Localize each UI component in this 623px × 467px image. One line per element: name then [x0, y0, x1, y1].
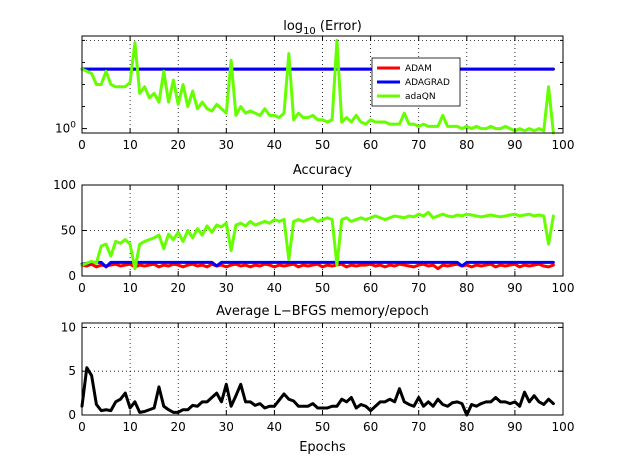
x-tick-label: 90: [507, 420, 522, 434]
memory-panel: 0 10 20 30 40 50 60 70 80 90 100 0 5 10 Average L−BFGS…: [61, 304, 575, 455]
x-tick-label: 80: [459, 420, 474, 434]
x-tick-label: 70: [411, 420, 426, 434]
legend-entry-adagrad: ADAGRAD: [405, 78, 450, 88]
x-tick-label: 40: [267, 281, 282, 295]
x-tick-label: 20: [171, 138, 186, 152]
y-tick-label: 100: [55, 121, 76, 136]
series-group: [80, 210, 555, 271]
legend-entry-adam: ADAM: [405, 64, 432, 74]
chart-title: log10 (Error): [283, 19, 362, 37]
y-tick-label: 100: [53, 178, 76, 192]
x-tick-label: 50: [315, 281, 330, 295]
series-line-adaqn: [80, 210, 555, 271]
x-tick-label: 60: [363, 138, 378, 152]
x-tick-label: 30: [219, 138, 234, 152]
x-tick-label: 100: [552, 138, 575, 152]
legend-entry-adaqn: adaQN: [405, 92, 436, 102]
series-line-memory: [80, 366, 555, 417]
chart-title: Average L−BFGS memory/epoch: [216, 304, 429, 319]
chart-title-base: log: [283, 19, 303, 34]
y-tick-label: 50: [61, 224, 76, 238]
y-tick-label: 10: [61, 320, 76, 334]
accuracy-panel: 0 10 20 30 40 50 60 70 80 90 100 0 50 100 Accuracy: [53, 163, 574, 295]
x-tick-label: 0: [78, 420, 86, 434]
chart-title-rest: (Error): [316, 19, 362, 34]
x-tick-label: 40: [267, 420, 282, 434]
y-tick-label: 0: [68, 408, 76, 422]
x-tick-label: 30: [219, 420, 234, 434]
series-group: [80, 38, 555, 135]
legend: ADAM ADAGRAD adaQN: [371, 57, 461, 107]
series-line-adam: [80, 262, 555, 271]
x-tick-label: 100: [552, 281, 575, 295]
x-tick-label: 10: [122, 420, 137, 434]
x-axis-label: Epochs: [299, 440, 346, 455]
x-tick-label: 30: [219, 281, 234, 295]
series-group: [80, 366, 555, 417]
x-tick-label: 20: [171, 281, 186, 295]
x-tick-label: 60: [363, 281, 378, 295]
chart-title: Accuracy: [293, 163, 353, 178]
x-tick-label: 80: [459, 138, 474, 152]
x-tick-label: 10: [122, 138, 137, 152]
x-tick-label: 50: [315, 420, 330, 434]
x-tick-label: 100: [552, 420, 575, 434]
x-tick-label: 70: [411, 138, 426, 152]
y-tick-label-base: 10: [55, 122, 70, 136]
y-tick-label: 0: [68, 269, 76, 283]
y-tick-label: 5: [68, 364, 76, 378]
chart-title-subscript: 10: [303, 26, 316, 37]
x-tick-label: 0: [78, 281, 86, 295]
x-tick-label: 70: [411, 281, 426, 295]
x-tick-label: 60: [363, 420, 378, 434]
x-tick-label: 0: [78, 138, 86, 152]
x-tick-label: 90: [507, 281, 522, 295]
x-tick-label: 20: [171, 420, 186, 434]
y-tick-label-exponent: 0: [70, 121, 76, 131]
x-tick-label: 10: [122, 281, 137, 295]
x-tick-label: 80: [459, 281, 474, 295]
x-tick-label: 90: [507, 138, 522, 152]
x-tick-label: 50: [315, 138, 330, 152]
x-tick-label: 40: [267, 138, 282, 152]
series-line-adagrad: [80, 260, 555, 269]
series-line-adaqn: [80, 38, 555, 135]
